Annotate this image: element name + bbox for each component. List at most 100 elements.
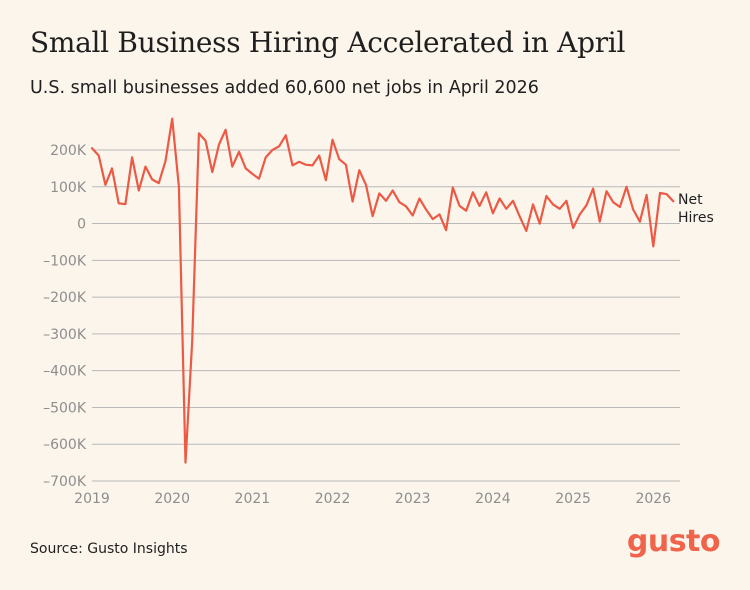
data-point <box>639 221 641 223</box>
data-point <box>124 203 126 205</box>
data-point <box>271 149 273 151</box>
series-labels: Net Hires <box>678 192 714 226</box>
y-tick-label: 0 <box>77 217 86 233</box>
x-tick-label: 2023 <box>395 491 431 507</box>
y-tick-label: –700K <box>43 474 87 490</box>
data-point <box>458 205 461 207</box>
y-tick-label: –600K <box>43 437 87 453</box>
data-point <box>338 158 340 160</box>
data-point <box>365 184 367 186</box>
x-tick-label: 2020 <box>154 491 190 507</box>
data-point <box>525 230 527 232</box>
data-point <box>672 200 674 202</box>
data-point <box>91 147 93 149</box>
data-point <box>492 212 494 214</box>
data-point <box>378 192 380 194</box>
data-point <box>138 189 140 192</box>
data-point <box>158 182 160 184</box>
data-point <box>258 178 260 180</box>
y-tick-label: –200K <box>43 290 87 306</box>
data-point <box>545 195 548 197</box>
data-point <box>225 129 227 131</box>
data-point <box>231 166 233 168</box>
data-point <box>599 221 601 223</box>
data-point <box>432 218 434 220</box>
data-point <box>532 203 534 205</box>
data-point <box>559 208 561 210</box>
data-point <box>245 167 247 169</box>
data-point <box>265 156 267 158</box>
data-point <box>345 164 347 166</box>
data-point <box>499 197 501 200</box>
gridlines <box>92 149 680 482</box>
data-point <box>352 200 354 203</box>
data-point <box>191 340 193 342</box>
data-point <box>485 191 487 193</box>
data-point <box>539 223 541 225</box>
series-label-net-hires: Net <box>678 192 703 208</box>
data-point <box>585 204 588 206</box>
data-point <box>358 169 360 171</box>
data-point <box>104 184 106 186</box>
data-point <box>164 160 167 162</box>
x-tick-label: 2024 <box>475 491 511 507</box>
data-point <box>392 189 394 192</box>
data-point <box>385 200 387 202</box>
data-point <box>325 179 327 181</box>
y-axis-tick-labels: 200K 100K 0 –100K –200K –300K –400K –500K –600K –… <box>43 143 87 490</box>
data-point <box>418 197 420 200</box>
data-point <box>605 190 608 192</box>
series-line-net-hires <box>90 117 675 464</box>
data-point <box>98 154 100 157</box>
y-tick-label: –400K <box>43 364 87 380</box>
data-point <box>619 206 621 208</box>
data-point <box>144 166 147 168</box>
x-tick-label: 2019 <box>74 491 110 507</box>
data-point <box>579 213 581 215</box>
data-point <box>425 209 427 211</box>
data-point <box>438 213 441 215</box>
data-point <box>572 227 574 229</box>
data-point <box>218 143 220 146</box>
data-point <box>278 145 280 147</box>
y-tick-label: 100K <box>50 180 87 196</box>
data-point <box>372 215 374 217</box>
data-point <box>472 191 474 193</box>
data-point <box>331 139 334 141</box>
y-tick-label: –100K <box>43 253 87 269</box>
data-point <box>659 192 661 194</box>
data-point <box>612 201 614 203</box>
data-point <box>666 193 668 195</box>
data-point <box>478 205 481 207</box>
data-point <box>205 140 207 142</box>
data-point <box>412 214 414 217</box>
series-layer <box>90 117 675 464</box>
chart-title: Small Business Hiring Accelerated in Apr… <box>30 26 626 59</box>
data-point <box>118 202 120 204</box>
data-point <box>238 151 240 153</box>
data-point <box>198 132 200 134</box>
source-note: Source: Gusto Insights <box>30 541 188 557</box>
data-point <box>625 186 628 188</box>
data-point <box>318 154 320 157</box>
gusto-logo: gusto <box>626 524 721 559</box>
data-point <box>111 167 113 169</box>
data-point <box>398 201 400 203</box>
y-tick-label: –300K <box>43 327 87 343</box>
series-label-net-hires: Hires <box>678 210 714 226</box>
data-point <box>184 462 187 464</box>
x-tick-label: 2021 <box>235 491 271 507</box>
data-point <box>592 188 594 190</box>
data-point <box>251 173 253 175</box>
data-point <box>652 245 654 247</box>
data-point <box>151 178 153 180</box>
x-tick-label: 2026 <box>635 491 671 507</box>
y-tick-label: –500K <box>43 400 87 416</box>
data-point <box>505 208 507 210</box>
data-point <box>552 203 554 205</box>
data-point <box>632 209 634 211</box>
data-point <box>519 215 521 217</box>
data-point <box>452 186 454 189</box>
x-tick-label: 2025 <box>555 491 591 507</box>
